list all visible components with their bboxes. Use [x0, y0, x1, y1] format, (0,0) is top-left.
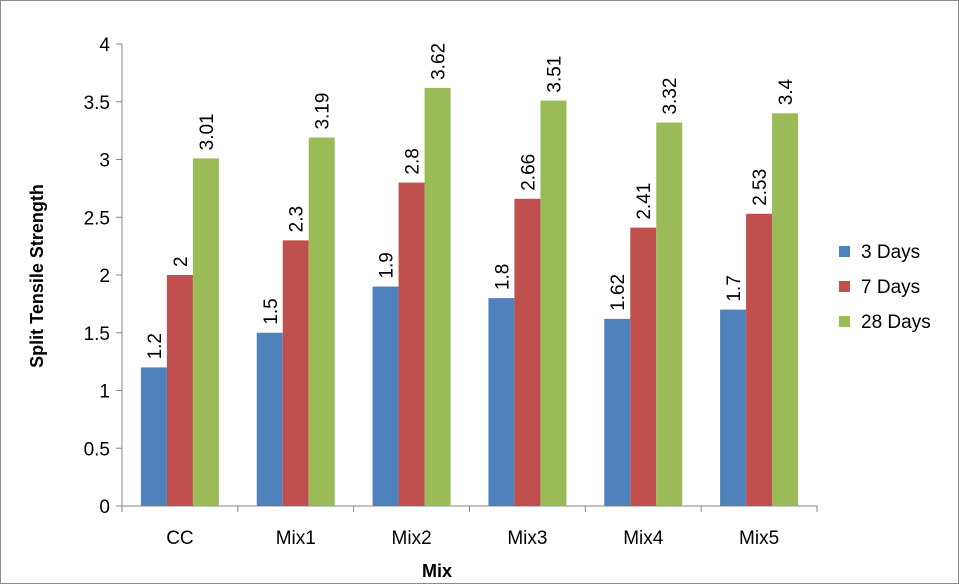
- bar-Mix3-3-days: [488, 298, 515, 506]
- y-tick-label: 1.5: [84, 324, 110, 345]
- legend-swatch: [839, 316, 850, 327]
- bar-Mix2-28-days: [424, 87, 451, 506]
- y-tick-label: 0.5: [84, 439, 110, 460]
- data-label: 1.2: [145, 333, 166, 359]
- y-axis-title: Split Tensile Strength: [27, 184, 47, 368]
- bar-Mix4-3-days: [604, 318, 631, 506]
- data-label: 3.4: [776, 78, 797, 105]
- legend-swatch: [839, 246, 850, 257]
- bar-CC-28-days: [192, 158, 219, 506]
- x-tick-label: CC: [166, 528, 193, 549]
- data-label: 1.62: [608, 274, 629, 311]
- legend-label: 28 Days: [861, 312, 931, 333]
- bar-Mix1-28-days: [308, 137, 335, 506]
- bar-Mix1-7-days: [282, 240, 309, 506]
- y-tick-label: 3.5: [84, 93, 110, 114]
- x-tick-label: Mix4: [623, 528, 664, 549]
- data-labels: 1.2 2 3.01 1.5 2.3 3.19 1.9 2.8 3.62 1.8 2.66 3.51 1…: [145, 43, 797, 359]
- y-axis: 0 0.5 1 1.5 2 2.5 3 3.5 4: [84, 35, 123, 518]
- data-label: 2.53: [750, 169, 771, 206]
- data-label: 3.51: [544, 56, 565, 93]
- data-label: 1.9: [377, 252, 398, 278]
- legend: 3 Days 7 Days 28 Days: [839, 242, 931, 333]
- bar-Mix5-7-days: [746, 213, 773, 506]
- data-label: 3.32: [660, 78, 681, 115]
- x-tick-label: Mix3: [507, 528, 547, 549]
- x-axis: CC Mix1 Mix2 Mix3 Mix4 Mix5: [121, 505, 818, 549]
- data-label: 2.8: [403, 148, 424, 174]
- y-tick-label: 1: [99, 382, 110, 403]
- legend-swatch: [839, 281, 850, 292]
- data-label: 2.66: [518, 154, 539, 191]
- x-tick-label: Mix2: [392, 528, 432, 549]
- y-tick-label: 2: [99, 266, 110, 287]
- y-tick-label: 0: [99, 497, 110, 518]
- data-label: 1.7: [724, 275, 745, 301]
- bar-Mix5-28-days: [772, 113, 799, 507]
- bar-CC-3-days: [140, 367, 167, 506]
- legend-label: 7 Days: [861, 277, 920, 298]
- x-tick-label: Mix1: [276, 528, 316, 549]
- bar-CC-7-days: [166, 275, 193, 506]
- bar-Mix4-28-days: [656, 122, 683, 506]
- data-label: 1.5: [261, 298, 282, 324]
- data-label: 3.19: [313, 93, 334, 130]
- y-tick-label: 2.5: [84, 208, 110, 229]
- data-label: 2: [171, 256, 192, 267]
- data-label: 2.3: [287, 206, 308, 232]
- x-tick-label: Mix5: [739, 528, 779, 549]
- data-label: 2.41: [634, 183, 655, 220]
- bar-Mix3-7-days: [514, 198, 541, 506]
- bar-Mix4-7-days: [630, 227, 657, 506]
- legend-label: 3 Days: [861, 242, 920, 263]
- data-label: 3.01: [197, 113, 218, 150]
- bar-Mix1-3-days: [256, 332, 283, 506]
- bar-Mix3-28-days: [540, 100, 567, 506]
- data-label: 1.8: [492, 264, 513, 290]
- data-label: 3.62: [429, 43, 450, 80]
- y-tick-label: 3: [99, 151, 110, 172]
- bars: [140, 87, 799, 507]
- x-axis-title: Mix: [422, 561, 452, 581]
- bar-Mix5-3-days: [720, 309, 747, 506]
- bar-Mix2-7-days: [398, 182, 425, 506]
- bar-Mix2-3-days: [372, 286, 399, 506]
- y-tick-label: 4: [99, 35, 110, 56]
